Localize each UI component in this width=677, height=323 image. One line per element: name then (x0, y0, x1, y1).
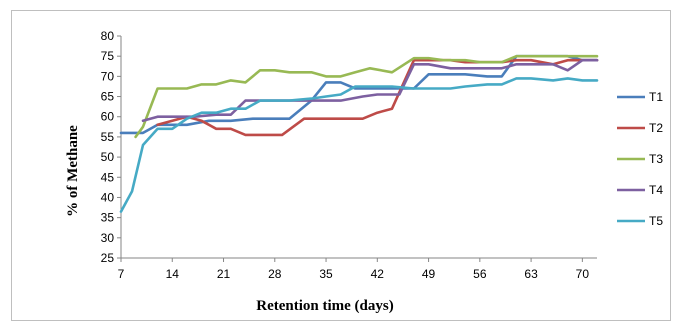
x-tick-label: 63 (524, 267, 538, 281)
x-tick-label: 56 (473, 267, 487, 281)
y-tick-label: 35 (101, 211, 115, 225)
x-tick-label: 21 (217, 267, 231, 281)
legend-label-t2: T2 (649, 121, 663, 135)
y-tick-label: 30 (101, 231, 115, 245)
legend-label-t5: T5 (649, 214, 663, 228)
y-tick-label: 25 (101, 251, 115, 265)
legend-label-t3: T3 (649, 152, 663, 166)
y-tick-label: 80 (101, 29, 115, 43)
x-tick-label: 70 (576, 267, 590, 281)
y-tick-label: 60 (101, 110, 115, 124)
y-tick-label: 40 (101, 190, 115, 204)
y-tick-label: 45 (101, 170, 115, 184)
legend-label-t4: T4 (649, 183, 663, 197)
series-line-t1 (119, 54, 599, 135)
x-axis-title: Retention time (days) (256, 298, 393, 314)
series-line-t4 (141, 58, 599, 123)
x-axis-ticks: 7 14 21 28 35 42 49 56 63 70 (118, 258, 590, 281)
x-tick-label: 7 (118, 267, 125, 281)
y-tick-label: 50 (101, 150, 115, 164)
y-tick-label: 75 (101, 49, 115, 63)
y-axis-ticks: 25 30 35 40 45 50 55 60 65 70 75 80 (101, 29, 121, 265)
x-tick-label: 35 (319, 267, 333, 281)
y-tick-label: 70 (101, 69, 115, 83)
x-tick-label: 14 (166, 267, 180, 281)
legend: T1 T2 T3 T4 T5 (617, 90, 663, 228)
y-axis-title: % of Methane (65, 125, 81, 217)
series-line-t2 (156, 58, 599, 137)
x-tick-label: 28 (268, 267, 282, 281)
plot-area (120, 36, 597, 259)
series-line-t5 (119, 77, 599, 213)
series-line-t3 (134, 54, 599, 139)
y-tick-label: 55 (101, 130, 115, 144)
y-tick-label: 65 (101, 90, 115, 104)
x-tick-label: 49 (422, 267, 436, 281)
x-tick-label: 42 (371, 267, 385, 281)
legend-label-t1: T1 (649, 90, 663, 104)
series-lines (119, 54, 599, 213)
